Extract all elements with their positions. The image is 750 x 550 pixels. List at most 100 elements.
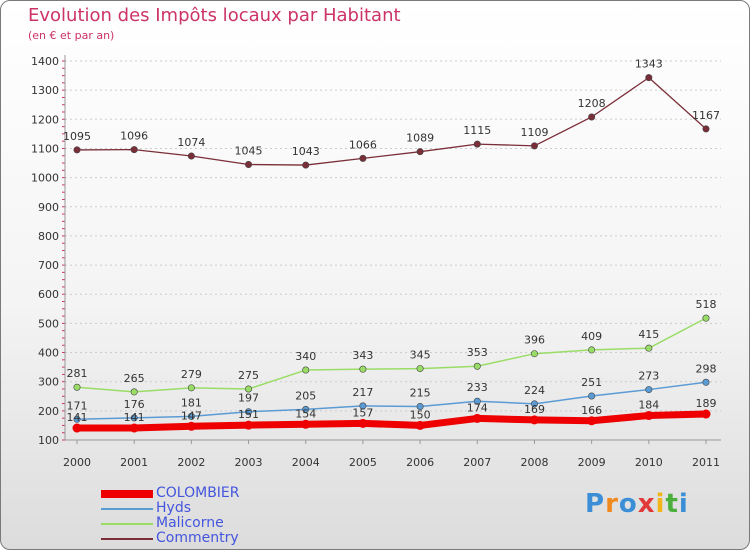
logo-letter: r [605,489,619,519]
data-label: 415 [638,328,659,341]
data-label: 1074 [177,136,205,149]
x-tick-label: 2009 [578,456,606,469]
x-tick-label: 2003 [235,456,263,469]
data-point [473,140,481,148]
chart-title: Evolution des Impôts locaux par Habitant [28,5,401,26]
y-tick-label: 1100 [31,142,59,155]
data-point [702,378,710,386]
data-label: 141 [124,411,145,424]
data-label: 174 [467,401,488,414]
data-label: 345 [410,349,431,362]
data-label: 518 [696,298,717,311]
data-label: 1095 [63,130,91,143]
data-label: 1043 [292,145,320,158]
x-tick-label: 2007 [463,456,491,469]
data-point [473,362,481,370]
data-label: 273 [638,370,659,383]
data-label: 154 [295,407,316,420]
data-point [587,416,597,426]
data-label: 1115 [463,124,491,137]
logo-letter: i [655,489,666,519]
data-label: 151 [238,408,259,421]
data-label: 1109 [520,126,548,139]
data-point [588,346,596,354]
data-point [529,415,539,425]
data-label: 1066 [349,138,377,151]
data-label: 157 [352,406,373,419]
data-point [472,413,482,423]
data-point [588,392,596,400]
y-tick-label: 1400 [31,55,59,68]
logo-letter: P [585,489,606,519]
data-label: 171 [67,399,88,412]
legend-label-commentry: Commentry [156,530,239,546]
data-label: 181 [181,396,202,409]
x-tick-label: 2004 [292,456,320,469]
data-label: 176 [124,398,145,411]
y-tick-label: 500 [38,317,59,330]
legend-label-colombier: COLOMBIER [156,485,240,501]
series-line-commentry [76,76,707,166]
proxiti-logo: Proxiti [585,489,689,519]
data-label: 1343 [635,58,663,71]
data-point [645,74,653,82]
x-tick-label: 2008 [520,456,548,469]
y-tick-label: 200 [38,405,59,418]
x-tick-label: 2000 [63,456,91,469]
y-tick-label: 1200 [31,113,59,126]
data-point [130,414,138,422]
data-point [473,397,481,405]
data-point [302,366,310,374]
data-label: 215 [410,386,431,399]
x-tick-label: 2001 [120,456,148,469]
data-point [530,400,538,408]
logo-letter: x [637,489,656,519]
data-point [702,314,710,322]
data-point [359,154,367,162]
legend-label-hyds: Hyds [156,500,191,516]
data-label: 340 [295,350,316,363]
legend-label-malicorne: Malicorne [156,515,224,531]
data-point [415,420,425,430]
data-label: 1167 [692,109,720,122]
data-point [72,423,82,433]
data-label: 275 [238,369,259,382]
x-tick-label: 2011 [692,456,720,469]
data-label: 150 [410,408,431,421]
y-tick-label: 700 [38,259,59,272]
data-point [244,420,254,430]
data-point [245,408,253,416]
logo-letter: o [618,489,638,519]
x-tick-label: 2006 [406,456,434,469]
data-label: 224 [524,384,545,397]
data-label: 1089 [406,132,434,145]
data-point [129,423,139,433]
y-tick-label: 1300 [31,84,59,97]
legend-swatch-malicorne [101,523,153,525]
data-label: 166 [581,404,602,417]
logo-letter: t [665,489,679,519]
data-label: 169 [524,403,545,416]
data-label: 189 [696,397,717,410]
legend-swatch-hyds [101,508,153,510]
chart-subtitle: (en € et par an) [28,29,115,42]
data-point [187,152,195,160]
data-point [245,160,253,168]
logo-letter: i [678,489,689,519]
data-point [73,383,81,391]
data-point [359,402,367,410]
data-label: 233 [467,381,488,394]
y-tick-label: 900 [38,201,59,214]
legend-swatch-commentry [101,538,153,540]
data-label: 265 [124,372,145,385]
data-point [701,409,711,419]
y-tick-label: 300 [38,376,59,389]
data-point [302,405,310,413]
series-line-hyds [76,381,707,421]
data-point [187,384,195,392]
data-point [359,365,367,373]
data-label: 205 [295,389,316,402]
y-tick-label: 1000 [31,172,59,185]
y-tick-label: 400 [38,347,59,360]
